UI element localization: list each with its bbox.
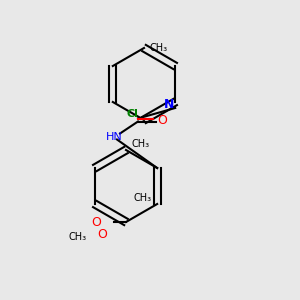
Text: HN: HN [106,131,122,142]
Text: CH₃: CH₃ [133,193,151,203]
Text: N: N [164,98,174,112]
Text: O: O [157,114,167,128]
Text: Cl: Cl [126,109,138,119]
Text: O: O [97,227,107,241]
Text: CH₃: CH₃ [150,43,168,53]
Text: CH₃: CH₃ [69,232,87,242]
Text: O: O [91,215,101,229]
Text: CH₃: CH₃ [132,139,150,149]
